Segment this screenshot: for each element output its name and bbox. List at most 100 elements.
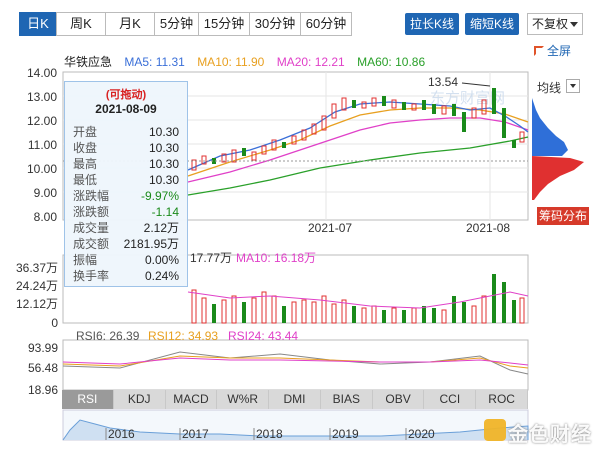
candle-up — [231, 149, 237, 163]
tab-dmi[interactable]: DMI — [269, 390, 321, 409]
tab-macd[interactable]: MACD — [166, 390, 218, 409]
candle-up — [471, 107, 477, 119]
volume-bar — [471, 305, 477, 324]
volume-bar — [261, 291, 267, 324]
candle-down — [432, 104, 436, 114]
volume-bar — [462, 302, 466, 323]
candle-up — [391, 99, 397, 109]
tab-cci[interactable]: CCI — [424, 390, 477, 409]
price-tick: 8.00 — [34, 210, 58, 224]
high-marker-arrow — [461, 82, 491, 87]
candle-up — [341, 97, 347, 111]
volume-bar — [382, 310, 386, 323]
rsi-legend: RSI6: 26.39 RSI12: 34.93 RSI24: 43.44 — [76, 329, 298, 343]
shorten-kline-button[interactable]: 缩短K线 — [465, 13, 519, 35]
volume-bar — [311, 301, 317, 324]
overview-line — [62, 419, 529, 441]
volume-bar — [221, 299, 227, 324]
popup-date: 2021-08-09 — [95, 102, 157, 116]
volume-bar — [492, 274, 496, 323]
chip-distribution-button[interactable]: 筹码分布 — [537, 207, 589, 225]
volume-bar — [251, 297, 257, 324]
candle-up — [371, 97, 377, 107]
price-tick: 13.00 — [27, 90, 57, 104]
volume-ma10-line — [187, 291, 529, 309]
year-label: 2017 — [182, 427, 209, 441]
restore-select-label: 不复权 — [532, 17, 569, 31]
candle-info-popup[interactable]: (可拖动) 2021-08-09 开盘 10.30 收盘 10.30 最高 10.30… — [64, 81, 188, 287]
volume-bar — [341, 299, 347, 324]
candle-down — [422, 100, 426, 110]
candle-down — [212, 158, 216, 164]
candle-up — [301, 129, 307, 141]
info-row-change-pct: 涨跌幅 -9.97% — [73, 189, 179, 203]
candle-up — [411, 103, 417, 111]
ma10-label: MA10: 11.90 — [197, 55, 265, 69]
chip-red-area — [532, 156, 584, 200]
price-tick: 9.00 — [34, 186, 58, 200]
info-row-open: 开盘 10.30 — [73, 125, 179, 139]
rsi-tick: 56.48 — [28, 361, 58, 375]
volume-tick: 24.24万 — [16, 279, 58, 293]
tab-obv[interactable]: OBV — [373, 390, 425, 409]
info-row-change-amt: 涨跌额 -1.14 — [73, 205, 179, 219]
tab-15min[interactable]: 15分钟 — [198, 12, 250, 36]
restore-select[interactable]: 不复权 — [527, 13, 583, 35]
candles — [191, 88, 525, 171]
candle-up — [221, 153, 227, 163]
candle-up — [481, 99, 487, 115]
info-row-amplitude: 振幅 0.00% — [73, 253, 179, 267]
rsi-panel — [62, 339, 529, 391]
candle-down — [512, 140, 516, 148]
volume-bar — [242, 302, 246, 323]
volume-bar — [331, 303, 337, 324]
ma-selector-dropdown[interactable] — [566, 79, 580, 93]
popup-drag-hint: (可拖动) — [105, 89, 147, 101]
candle-down — [402, 102, 406, 110]
tab-60min[interactable]: 60分钟 — [300, 12, 352, 36]
tab-weekly-k[interactable]: 周K — [56, 12, 106, 36]
candle-down — [492, 88, 496, 114]
ma10-line — [187, 107, 529, 177]
tab-roc[interactable]: ROC — [476, 390, 529, 409]
ma5-label: MA5: 11.31 — [124, 55, 185, 69]
volume-bar — [191, 289, 197, 324]
candle-down — [452, 104, 456, 116]
tab-monthly-k[interactable]: 月K — [105, 12, 155, 36]
fullscreen-button[interactable]: 全屏 — [534, 42, 571, 59]
fullscreen-label: 全屏 — [547, 44, 572, 58]
candle-down — [242, 148, 246, 156]
rsi-tick: 18.96 — [28, 383, 58, 397]
year-label: 2018 — [256, 427, 283, 441]
info-row-turnover-amt: 成交额 2181.95万 — [73, 237, 179, 251]
candle-up — [441, 105, 447, 115]
overview-year-ticks — [105, 428, 407, 440]
tab-daily-k[interactable]: 日K — [19, 12, 57, 36]
ma-selector-label: 均线 — [537, 81, 562, 95]
ma5-line — [187, 101, 529, 171]
candle-up — [311, 123, 317, 135]
stretch-kline-button[interactable]: 拉长K线 — [405, 13, 459, 35]
tab-kdj[interactable]: KDJ — [114, 390, 166, 409]
tab-bias[interactable]: BIAS — [321, 390, 373, 409]
tab-wr[interactable]: W%R — [217, 390, 270, 409]
candle-down — [282, 142, 286, 148]
candle-up — [201, 155, 207, 165]
tab-5min[interactable]: 5分钟 — [154, 12, 199, 36]
volume-ma10-label: MA10: 16.18万 — [236, 251, 316, 265]
candle-up — [321, 115, 327, 131]
volume-bar — [452, 296, 456, 323]
volume-bar — [519, 297, 525, 324]
volume-bar — [282, 306, 286, 323]
volume-tick: 0 — [51, 316, 58, 330]
period-tabs: 日K 周K 月K 5分钟 15分钟 30分钟 60分钟 — [19, 12, 352, 36]
chip-blue-area — [532, 98, 568, 156]
candle-down — [462, 112, 466, 132]
volume-bar — [201, 297, 207, 324]
volume-bar — [321, 295, 327, 324]
volume-bar — [231, 295, 237, 324]
candle-up — [291, 135, 297, 145]
year-label: 2019 — [332, 427, 359, 441]
date-label: 2021-07 — [308, 221, 352, 235]
tab-rsi[interactable]: RSI — [62, 390, 114, 409]
